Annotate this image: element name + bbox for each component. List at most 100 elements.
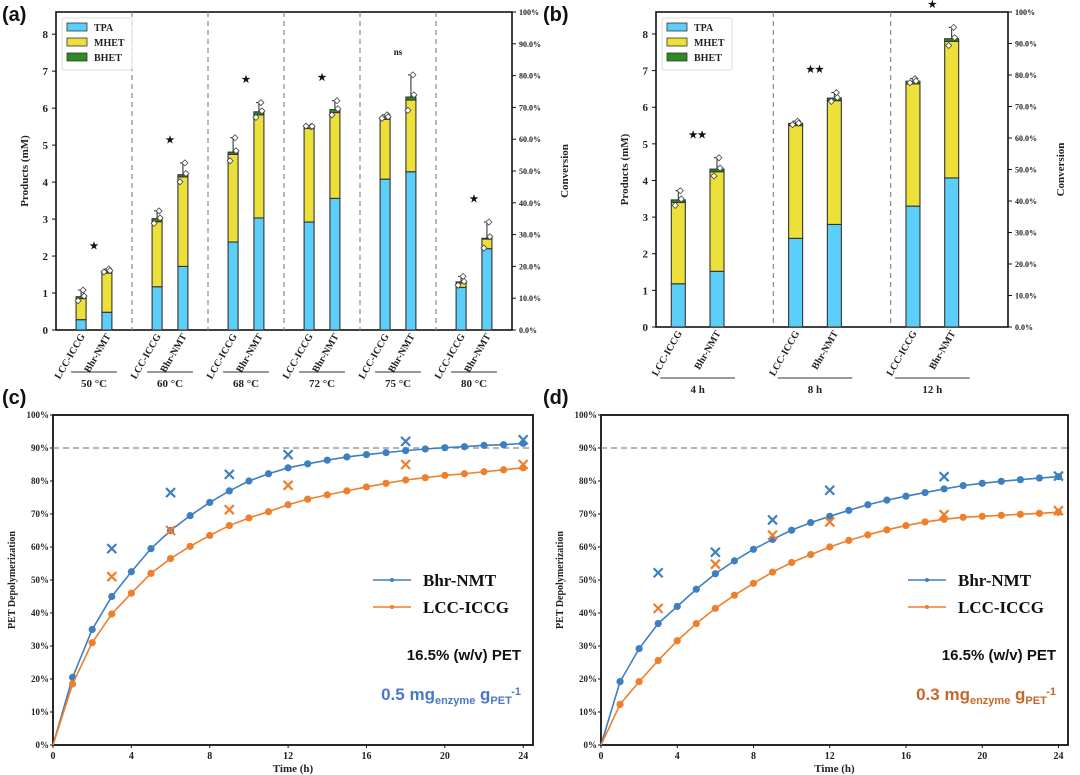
annotation-part: g [475,685,490,704]
bar-segment-mhet [944,40,960,179]
y2-tick-label: 0.0% [519,326,537,335]
data-point-lcc-iccg [108,610,116,618]
chart-d-depolymerization-03: 0% 10% 20% 30% 40% 50% 60% 70% 80% 90% 100% 0 4 8 12 16… [555,410,1069,775]
y2-tick-label: 60.0% [519,135,541,144]
y-tick-label: 8 [43,29,49,41]
legend-label: TPA [694,23,714,34]
measured-marker-lcc-iccg [165,525,176,536]
data-point-bhr-nmt [108,592,116,601]
y-tick-label: 20% [579,674,597,684]
y2-tick-label: 80.0% [1015,71,1037,80]
legend-label: BHET [94,53,122,64]
legend-label: Bhr-NMT [423,571,497,590]
replicate-point [827,97,835,105]
y2-tick-label: 100% [1015,8,1035,17]
y-tick-label: 6 [43,103,49,115]
bar-segment-mhet [905,83,921,207]
measured-marker-lcc-iccg [282,480,294,491]
replicate-point [716,164,724,172]
y-tick-label: 0% [36,740,50,750]
data-point-lcc-iccg [978,512,986,520]
data-point-lcc-iccg [284,501,292,509]
y-tick-label: 100% [575,410,598,420]
data-point-bhr-nmt [382,449,390,457]
chart-c-depolymerization-05: 0% 10% 20% 30% 40% 50% 60% 70% 80% 90% 100% 0 4 8 12 16… [7,410,534,775]
replicate-point [384,113,392,121]
data-point-bhr-nmt [480,441,488,449]
panel-label-b: (b) [543,4,569,26]
category-label: LCC-ICCG [357,332,392,381]
y-tick-label: 80% [579,476,597,486]
measured-marker-lcc-iccg [1053,505,1064,516]
data-point-lcc-iccg [788,558,796,567]
legend-marker [390,578,394,582]
panel-label-a: (a) [2,4,26,26]
measured-marker-lcc-iccg [106,571,118,582]
data-point-lcc-iccg [730,591,739,599]
category-label: LCC-ICCG [281,332,316,381]
measured-marker-bhr-nmt [165,487,176,498]
measured-marker-bhr-nmt [282,449,294,460]
annotation-enzyme-loading: 0.3 mgenzyme gPET-1 [916,685,1056,707]
data-point-lcc-iccg [480,468,488,476]
replicate-point [676,187,684,195]
y2-tick-label: 10.0% [1015,292,1037,301]
y-tick-label: 100% [27,410,50,420]
y-tick-label: 7 [43,66,49,78]
data-point-lcc-iccg [692,619,700,628]
panel-label-d: (d) [543,387,569,409]
y2-tick-label: 40.0% [1015,197,1037,206]
measured-marker-bhr-nmt [517,434,529,446]
bar-segment-mhet [303,127,315,223]
legend-swatch-tpa [66,22,88,32]
y2-tick-label: 10.0% [519,294,541,303]
annotation-concentration: 16.5% (w/v) PET [407,647,521,664]
replicate-point [912,77,920,85]
y-tick-label: 40% [31,608,49,618]
data-point-bhr-nmt [284,464,292,472]
x-tick-label: 16 [901,751,911,762]
y2-tick-label: 80.0% [519,72,541,81]
replicate-point [308,122,316,130]
replicate-point [79,286,87,294]
measured-marker-bhr-nmt [106,543,118,554]
annotation-part: PET [490,695,512,707]
replicate-point [150,219,158,227]
data-point-bhr-nmt [845,506,853,514]
data-point-lcc-iccg [382,479,390,487]
legend-label: LCC-ICCG [958,598,1044,617]
bar-segment-mhet [826,100,842,225]
annotation-part: -1 [511,686,521,698]
group-label: 75 °C [385,378,411,390]
annotation-part: enzyme [970,695,1010,707]
bar-segment-tpa [481,248,493,331]
bar-segment-tpa [709,270,725,328]
y-tick-label: 1 [643,285,649,297]
replicate-point [176,178,184,186]
y-axis-label: PET Depolymerization [555,531,566,629]
legend-label: TPA [94,23,114,34]
replicate-point [485,218,493,226]
y-tick-label: 0 [43,325,49,337]
data-point-bhr-nmt [959,482,967,490]
y-tick-label: 0% [584,740,598,750]
significance-marker: ns [394,47,403,57]
replicate-point [156,214,164,222]
measured-marker-lcc-iccg [400,459,411,470]
legend-label: MHET [94,38,125,49]
data-point-lcc-iccg [959,513,967,521]
bar-segment-tpa [826,223,842,328]
data-point-lcc-iccg [826,543,834,551]
x-axis-label: Time (h) [814,763,855,775]
measured-marker-lcc-iccg [224,504,235,515]
y-tick-label: 30% [579,641,597,651]
y-tick-label: 70% [31,509,49,519]
data-point-lcc-iccg [225,521,233,530]
chart-a-temperature: 0123456780.0%10.0%20.0%30.0%40.0%50.0%60… [19,8,571,390]
replicate-point [258,107,266,115]
y-tick-label: 2 [43,251,49,263]
annotation-part: -1 [1046,686,1056,698]
significance-marker: ★ [242,75,251,86]
data-point-bhr-nmt [1016,476,1024,484]
